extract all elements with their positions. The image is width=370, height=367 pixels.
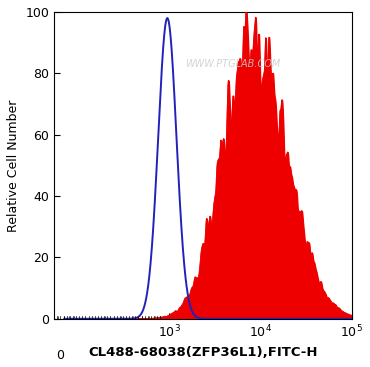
Y-axis label: Relative Cell Number: Relative Cell Number (7, 99, 20, 232)
X-axis label: CL488-68038(ZFP36L1),FITC-H: CL488-68038(ZFP36L1),FITC-H (88, 346, 318, 359)
Text: 0: 0 (56, 349, 64, 363)
Text: WWW.PTGLAB.COM: WWW.PTGLAB.COM (185, 59, 280, 69)
